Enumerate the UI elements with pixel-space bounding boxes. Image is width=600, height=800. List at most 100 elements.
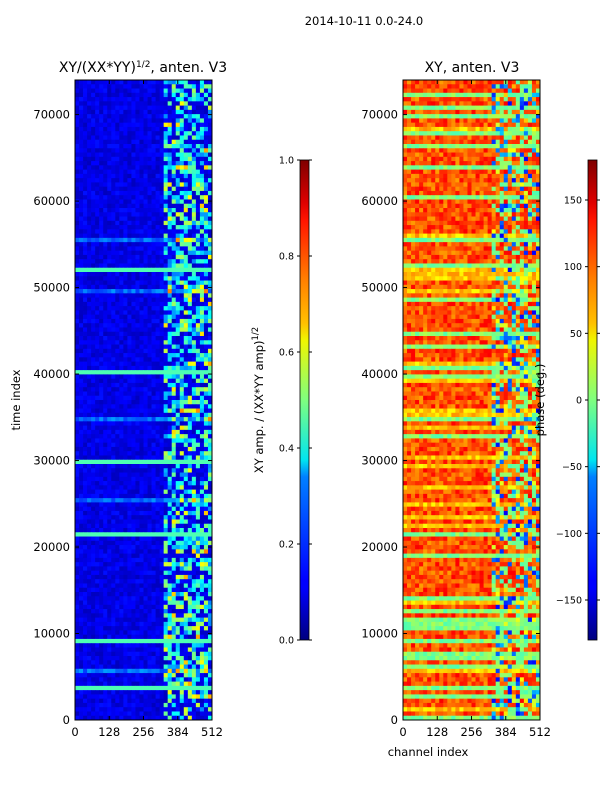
heatmap-cell bbox=[179, 664, 185, 670]
heatmap-cell bbox=[127, 382, 132, 388]
heatmap-cell bbox=[95, 545, 100, 550]
heatmap-cell bbox=[115, 267, 120, 273]
heatmap-cell bbox=[179, 434, 185, 439]
heatmap-cell bbox=[171, 199, 177, 205]
heatmap-cell bbox=[179, 297, 185, 303]
heatmap-cell bbox=[183, 289, 189, 294]
heatmap-cell bbox=[147, 357, 152, 362]
heatmap-cell bbox=[183, 570, 189, 576]
heatmap-cell bbox=[139, 630, 144, 636]
heatmap-cell bbox=[119, 310, 124, 316]
heatmap-cell bbox=[199, 656, 205, 661]
heatmap-cell bbox=[151, 690, 156, 695]
heatmap-cell bbox=[123, 579, 128, 584]
heatmap-cell bbox=[203, 574, 209, 580]
heatmap-cell bbox=[155, 613, 161, 618]
heatmap-cell bbox=[183, 361, 189, 367]
heatmap-cell bbox=[99, 357, 104, 362]
heatmap-cell bbox=[131, 472, 136, 478]
heatmap-cell bbox=[143, 626, 148, 631]
heatmap-cell bbox=[103, 105, 108, 111]
heatmap-cell bbox=[147, 472, 152, 478]
heatmap-cell bbox=[203, 446, 209, 452]
heatmap-cell bbox=[143, 438, 148, 444]
heatmap-cell bbox=[159, 656, 165, 661]
heatmap-cell bbox=[159, 400, 165, 405]
heatmap-cell bbox=[95, 566, 100, 572]
heatmap-cell bbox=[123, 165, 128, 170]
heatmap-cell bbox=[95, 297, 100, 303]
heatmap-cell bbox=[119, 638, 124, 644]
heatmap-cell bbox=[107, 515, 112, 520]
heatmap-cell bbox=[179, 92, 185, 98]
heatmap-cell bbox=[207, 638, 213, 644]
heatmap-cell bbox=[195, 498, 201, 503]
heatmap-cell bbox=[123, 216, 128, 222]
heatmap-cell bbox=[143, 647, 148, 653]
heatmap-cell bbox=[199, 357, 205, 362]
heatmap-cell bbox=[135, 570, 140, 576]
heatmap-cell bbox=[187, 540, 193, 546]
heatmap-cell bbox=[131, 604, 136, 610]
heatmap-cell bbox=[143, 178, 148, 183]
heatmap-cell bbox=[159, 267, 165, 273]
heatmap-cell bbox=[163, 634, 169, 640]
heatmap-cell bbox=[179, 617, 185, 623]
heatmap-cell bbox=[191, 272, 197, 277]
heatmap-cell bbox=[83, 702, 88, 708]
heatmap-cell bbox=[111, 361, 116, 367]
heatmap-cell bbox=[139, 587, 144, 593]
heatmap-cell bbox=[199, 647, 205, 653]
heatmap-cell bbox=[147, 378, 152, 384]
heatmap-cell bbox=[143, 673, 148, 678]
heatmap-cell bbox=[195, 634, 201, 640]
heatmap-cell bbox=[111, 429, 116, 435]
heatmap-cell bbox=[195, 225, 201, 230]
heatmap-cell bbox=[191, 502, 197, 508]
heatmap-cell bbox=[115, 105, 120, 111]
heatmap-cell bbox=[99, 702, 104, 708]
heatmap-cell bbox=[75, 182, 80, 188]
heatmap-cell bbox=[147, 156, 152, 162]
heatmap-cell bbox=[83, 361, 88, 367]
heatmap-cell bbox=[131, 353, 136, 358]
heatmap-cell bbox=[155, 348, 161, 354]
heatmap-cell bbox=[115, 199, 120, 205]
heatmap-cell bbox=[115, 272, 120, 277]
heatmap-cell bbox=[151, 297, 156, 303]
heatmap-cell bbox=[167, 212, 173, 217]
heatmap-cell bbox=[203, 587, 209, 593]
heatmap-cell bbox=[99, 105, 104, 111]
heatmap-cell bbox=[139, 451, 144, 456]
heatmap-cell bbox=[167, 233, 173, 239]
heatmap-cell bbox=[119, 272, 124, 277]
heatmap-cell bbox=[127, 425, 132, 431]
heatmap-cell bbox=[203, 613, 209, 618]
heatmap-cell bbox=[103, 267, 108, 273]
heatmap-cell bbox=[123, 378, 128, 384]
heatmap-cell bbox=[111, 92, 116, 98]
heatmap-cell bbox=[111, 630, 116, 636]
heatmap-cell bbox=[123, 182, 128, 188]
heatmap-cell bbox=[131, 139, 136, 145]
heatmap-cell bbox=[135, 698, 140, 704]
heatmap-cell bbox=[127, 152, 132, 158]
heatmap-cell bbox=[135, 528, 140, 533]
heatmap-cell bbox=[183, 408, 189, 414]
heatmap-cell bbox=[103, 225, 108, 230]
heatmap-cell bbox=[203, 148, 209, 153]
heatmap-cell bbox=[119, 152, 124, 158]
heatmap-cell bbox=[131, 553, 136, 559]
heatmap-cell bbox=[155, 472, 161, 478]
heatmap-cell bbox=[135, 135, 140, 141]
heatmap-cell bbox=[123, 400, 128, 405]
heatmap-cell bbox=[83, 455, 88, 461]
heatmap-cell bbox=[75, 566, 80, 572]
heatmap-cell bbox=[107, 690, 112, 695]
heatmap-cell bbox=[167, 361, 173, 367]
heatmap-cell bbox=[195, 472, 201, 478]
heatmap-cell bbox=[175, 681, 181, 687]
heatmap-cell bbox=[123, 408, 128, 414]
heatmap-cell bbox=[159, 532, 165, 537]
heatmap-cell bbox=[167, 203, 173, 209]
